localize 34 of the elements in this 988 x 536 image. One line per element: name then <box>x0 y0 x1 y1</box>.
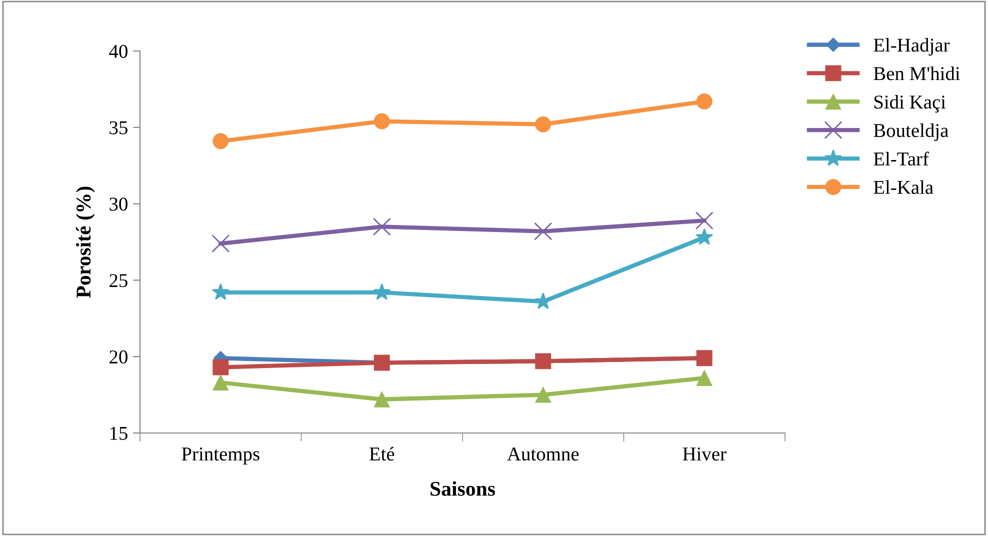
point <box>534 222 552 240</box>
y-tick-label: 20 <box>110 350 128 364</box>
point <box>696 228 713 245</box>
x-axis-title: Saisons <box>430 481 495 496</box>
point <box>212 359 229 376</box>
point <box>212 133 229 150</box>
y-tick-label: 30 <box>110 198 128 211</box>
point <box>696 370 712 386</box>
legend-label: Ben M'hidi <box>874 66 960 80</box>
point <box>372 218 391 236</box>
point <box>695 212 714 230</box>
legend-label: El-Hadjar <box>874 38 950 56</box>
y-axis-title: Porosité (%) <box>76 186 95 298</box>
legend-label: El-Kala <box>874 180 934 194</box>
point <box>212 374 229 391</box>
point <box>373 283 390 300</box>
x-tick-label: Automne <box>507 448 579 461</box>
legend-label: Sidi Kaçi <box>874 94 946 113</box>
point <box>535 116 552 132</box>
x-tick-label: Printemps <box>182 448 260 465</box>
point <box>374 391 390 408</box>
point <box>696 93 712 110</box>
y-tick-label: 15 <box>110 426 128 440</box>
y-tick-label: 35 <box>110 121 128 134</box>
y-tick-label: 40 <box>109 44 128 58</box>
point <box>535 386 552 403</box>
y-tick-label: 25 <box>110 274 128 288</box>
legend-label: Bouteldja <box>874 123 948 142</box>
point <box>374 113 390 130</box>
x-tick-label: Hiver <box>682 448 726 461</box>
point <box>212 234 230 253</box>
legend-label: El-Tarf <box>874 152 929 166</box>
point <box>212 283 230 300</box>
x-tick-label: Eté <box>369 446 394 461</box>
